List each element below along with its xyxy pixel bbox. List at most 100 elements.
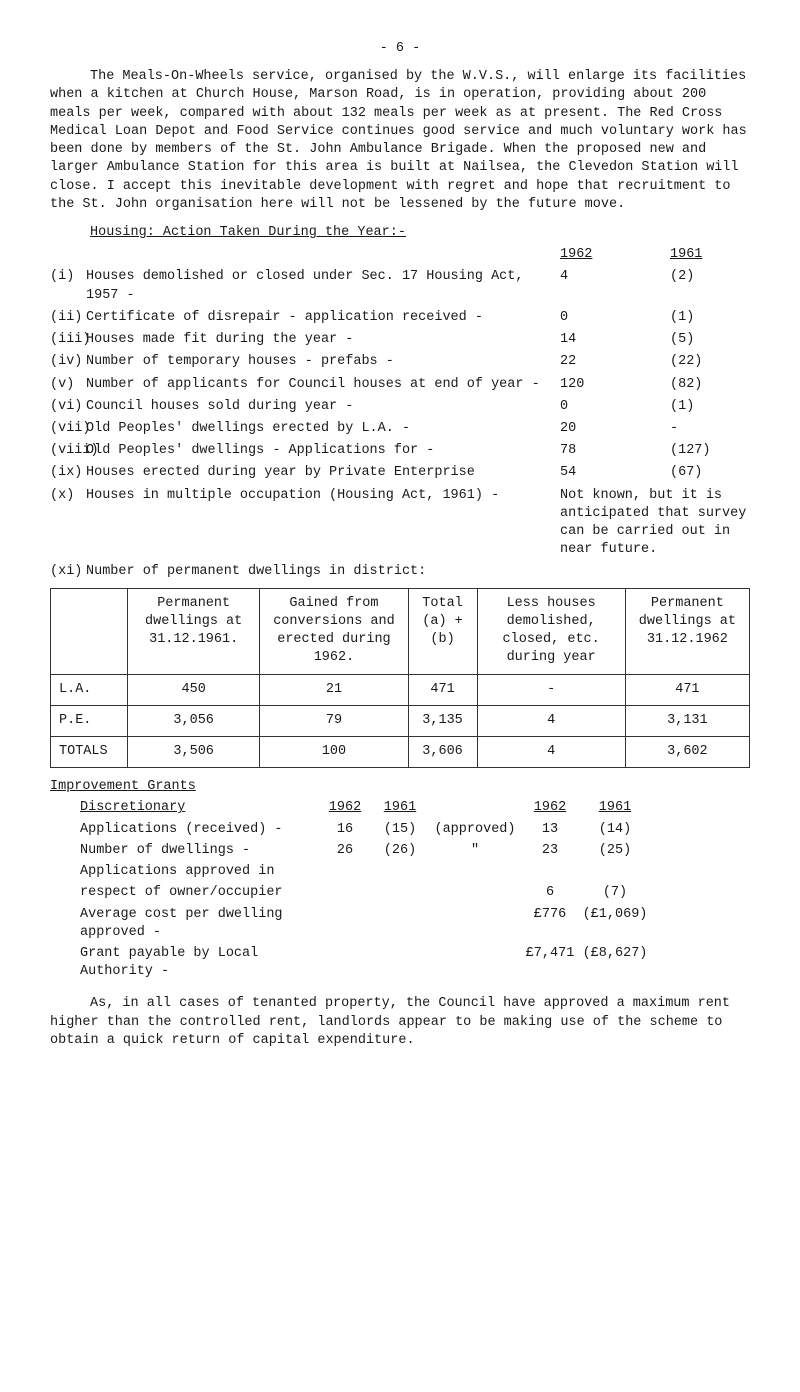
housing-text: Houses erected during year by Private En…	[86, 464, 560, 482]
housing-text: Number of applicants for Council houses …	[86, 376, 560, 394]
housing-value-1962: 54	[560, 464, 670, 482]
housing-value-1961: (82)	[670, 376, 750, 394]
disc-value	[430, 863, 520, 881]
housing-value-1961: (67)	[670, 464, 750, 482]
housing-row: (iv)Number of temporary houses - prefabs…	[50, 353, 750, 371]
table-header-cell: Gained from conversions and erected duri…	[260, 588, 408, 674]
disc-value	[320, 945, 370, 981]
housing-list: (i)Houses demolished or closed under Sec…	[50, 268, 750, 482]
housing-value-1961: (1)	[670, 309, 750, 327]
housing-year-header: 1962 1961	[50, 246, 750, 264]
housing-x-note: Not known, but it is anticipated that su…	[560, 487, 750, 560]
discretionary-row: Number of dwellings -26(26)"23(25)	[50, 842, 750, 860]
housing-text: Number of temporary houses - prefabs -	[86, 353, 560, 371]
disc-value: "	[430, 842, 520, 860]
housing-value-1961: (127)	[670, 442, 750, 460]
document-page: - 6 - The Meals-On-Wheels service, organ…	[50, 40, 750, 1050]
housing-value-1962: 14	[560, 331, 670, 349]
housing-row-xi: (xi) Number of permanent dwellings in di…	[50, 563, 750, 581]
table-header-cell	[51, 588, 128, 674]
table-header-cell: Less houses demolished, closed, etc. dur…	[477, 588, 625, 674]
discretionary-label: Discretionary	[50, 799, 320, 817]
table-cell: 450	[128, 674, 260, 705]
housing-value-1962: 20	[560, 420, 670, 438]
discretionary-list: Applications (received) -16(15)(approved…	[50, 821, 750, 982]
housing-text: Number of permanent dwellings in distric…	[86, 563, 750, 581]
year-1962: 1962	[560, 246, 670, 264]
table-row: L.A.45021471-471	[51, 674, 750, 705]
disc-value: 23	[520, 842, 580, 860]
discretionary-row: respect of owner/occupier6(7)	[50, 884, 750, 902]
housing-value-1962: 78	[560, 442, 670, 460]
housing-roman: (xi)	[50, 563, 86, 581]
table-cell: 3,135	[408, 705, 477, 736]
disc-label: respect of owner/occupier	[50, 884, 320, 902]
housing-value-1962: 0	[560, 398, 670, 416]
housing-row: (vii)Old Peoples' dwellings erected by L…	[50, 420, 750, 438]
table-header-cell: Permanent dwellings at 31.12.1962	[625, 588, 749, 674]
disc-value	[430, 906, 520, 942]
discretionary-row: Applications (received) -16(15)(approved…	[50, 821, 750, 839]
discretionary-row: Applications approved in	[50, 863, 750, 881]
disc-label: Applications (received) -	[50, 821, 320, 839]
disc-value: (14)	[580, 821, 650, 839]
housing-row: (ix)Houses erected during year by Privat…	[50, 464, 750, 482]
disc-year: 1962	[520, 799, 580, 817]
disc-value: (£1,069)	[580, 906, 650, 942]
housing-roman: (iii)	[50, 331, 86, 349]
disc-label: Average cost per dwelling approved -	[50, 906, 320, 942]
disc-label: Number of dwellings -	[50, 842, 320, 860]
housing-text: Council houses sold during year -	[86, 398, 560, 416]
housing-value-1961: (2)	[670, 268, 750, 304]
disc-value: (25)	[580, 842, 650, 860]
housing-text: Old Peoples' dwellings - Applications fo…	[86, 442, 560, 460]
disc-value	[580, 863, 650, 881]
grants-heading: Improvement Grants	[50, 778, 750, 796]
housing-roman: (iv)	[50, 353, 86, 371]
housing-text: Houses made fit during the year -	[86, 331, 560, 349]
disc-value	[430, 884, 520, 902]
table-cell: 471	[625, 674, 749, 705]
housing-value-1961: (1)	[670, 398, 750, 416]
disc-value: (15)	[370, 821, 430, 839]
housing-row-x: (x) Houses in multiple occupation (Housi…	[50, 487, 750, 560]
table-cell: 3,506	[128, 737, 260, 768]
table-cell: L.A.	[51, 674, 128, 705]
housing-value-1962: 22	[560, 353, 670, 371]
housing-value-1961: (22)	[670, 353, 750, 371]
table-cell: 3,606	[408, 737, 477, 768]
table-cell: TOTALS	[51, 737, 128, 768]
disc-label: Grant payable by Local Authority -	[50, 945, 320, 981]
housing-value-1961: -	[670, 420, 750, 438]
housing-row: (vi)Council houses sold during year -0(1…	[50, 398, 750, 416]
disc-year: 1961	[580, 799, 650, 817]
housing-roman: (ix)	[50, 464, 86, 482]
housing-value-1962: 4	[560, 268, 670, 304]
disc-value: 16	[320, 821, 370, 839]
housing-row: (ii)Certificate of disrepair - applicati…	[50, 309, 750, 327]
housing-text: Houses demolished or closed under Sec. 1…	[86, 268, 560, 304]
disc-value: 26	[320, 842, 370, 860]
housing-roman: (ii)	[50, 309, 86, 327]
housing-row: (viii)Old Peoples' dwellings - Applicati…	[50, 442, 750, 460]
table-cell: 4	[477, 737, 625, 768]
housing-row: (iii)Houses made fit during the year -14…	[50, 331, 750, 349]
housing-roman: (v)	[50, 376, 86, 394]
housing-roman: (x)	[50, 487, 86, 560]
disc-value	[320, 863, 370, 881]
table-row: TOTALS3,5061003,60643,602	[51, 737, 750, 768]
paragraph-last: As, in all cases of tenanted property, t…	[50, 995, 750, 1050]
table-cell: 21	[260, 674, 408, 705]
table-cell: 3,056	[128, 705, 260, 736]
disc-value: (approved)	[430, 821, 520, 839]
discretionary-row: Grant payable by Local Authority -£7,471…	[50, 945, 750, 981]
housing-row: (v)Number of applicants for Council hous…	[50, 376, 750, 394]
discretionary-row: Average cost per dwelling approved -£776…	[50, 906, 750, 942]
housing-roman: (vi)	[50, 398, 86, 416]
housing-heading: Housing: Action Taken During the Year:-	[50, 224, 750, 242]
disc-value	[370, 863, 430, 881]
disc-value: (7)	[580, 884, 650, 902]
disc-year: 1962	[320, 799, 370, 817]
housing-text: Old Peoples' dwellings erected by L.A. -	[86, 420, 560, 438]
disc-value: 13	[520, 821, 580, 839]
